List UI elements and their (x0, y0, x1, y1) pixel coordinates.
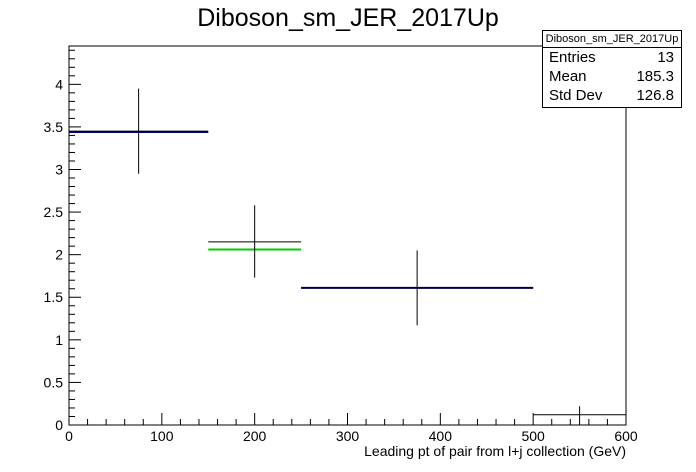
x-tick-label: 0 (65, 428, 73, 444)
stats-row-stddev: Std Dev 126.8 (543, 86, 681, 105)
x-tick-label: 600 (614, 428, 638, 444)
chart-title: Diboson_sm_JER_2017Up (197, 4, 499, 32)
x-tick-label: 200 (243, 428, 267, 444)
stats-box: Diboson_sm_JER_2017Up Entries 13 Mean 18… (542, 30, 682, 108)
y-tick-label: 0.5 (44, 374, 64, 390)
stats-label: Mean (549, 68, 587, 85)
stats-label: Std Dev (549, 87, 603, 104)
axis-tick-labels: 0 100 200 300 400 500 600 0 0.5 1 1.5 2 2.5 3 3.5 4 (44, 76, 638, 444)
stats-value: 126.8 (636, 87, 674, 104)
y-tick-label: 0 (55, 417, 63, 433)
stats-value: 185.3 (636, 68, 674, 85)
data-series (69, 88, 626, 425)
y-tick-label: 4 (55, 76, 63, 92)
stats-value: 13 (657, 49, 674, 66)
x-tick-label: 500 (521, 428, 545, 444)
y-tick-label: 2.5 (44, 204, 64, 220)
y-tick-label: 3 (55, 161, 63, 177)
stats-row-mean: Mean 185.3 (543, 67, 681, 86)
y-tick-label: 1.5 (44, 289, 64, 305)
x-tick-label: 100 (150, 428, 174, 444)
y-tick-label: 3.5 (44, 119, 64, 135)
axis-ticks (68, 49, 627, 426)
y-tick-label: 2 (55, 247, 63, 263)
stats-box-title: Diboson_sm_JER_2017Up (543, 31, 681, 48)
x-tick-label: 400 (429, 428, 453, 444)
stats-row-entries: Entries 13 (543, 48, 681, 67)
y-tick-label: 1 (55, 332, 63, 348)
x-axis-label: Leading pt of pair from l+j collection (… (364, 443, 626, 459)
x-tick-label: 300 (336, 428, 360, 444)
stats-label: Entries (549, 49, 596, 66)
